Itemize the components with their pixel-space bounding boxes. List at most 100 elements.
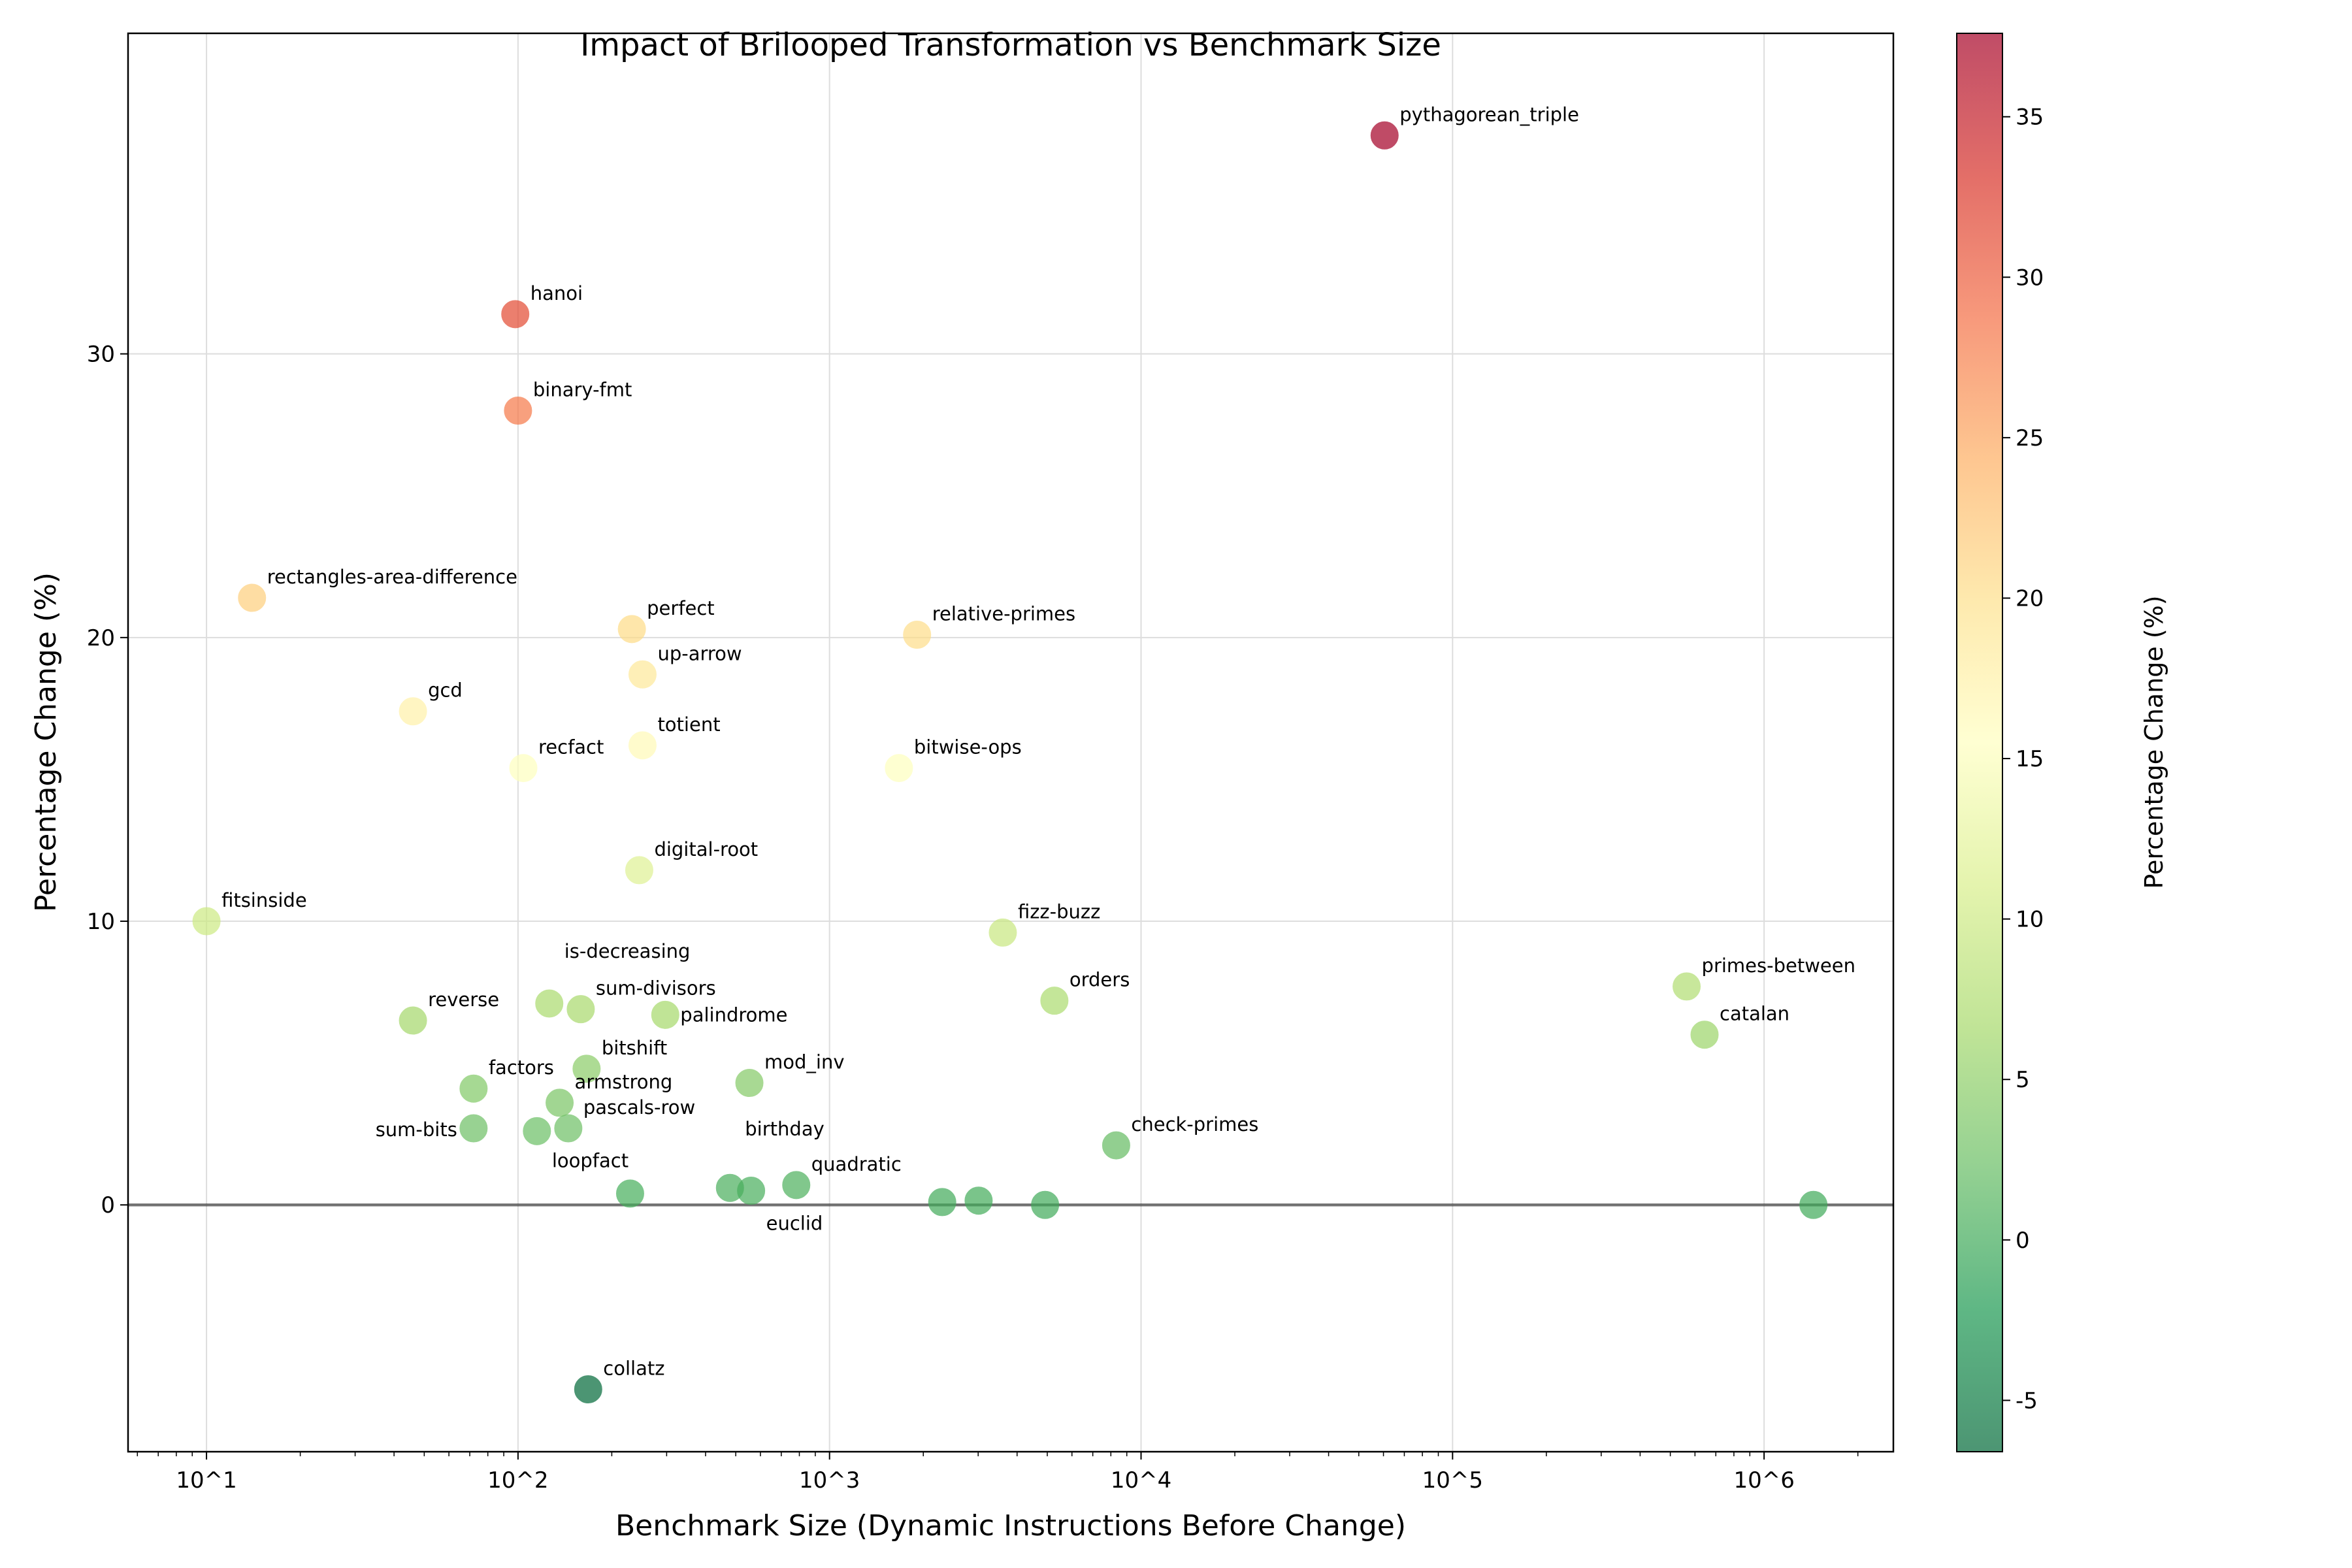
chart-title: Impact of Brilooped Transformation vs Be… [580,27,1441,63]
point-label: loopfact [552,1149,629,1171]
point-label: check-primes [1131,1113,1258,1135]
x-tick-label: 10^4 [1111,1467,1171,1494]
colorbar-label: Percentage Change (%) [2140,595,2168,889]
point-label: sum-divisors [596,977,716,1000]
colorbar-tick-label: 0 [2016,1228,2030,1254]
data-point [617,615,646,644]
data-point [1370,121,1399,150]
point-label: bitshift [602,1037,667,1059]
point-label: gcd [428,679,463,702]
y-tick-label: 0 [101,1192,115,1218]
point-label: collatz [603,1357,664,1379]
y-axis-ticks: 0 10 20 30 [87,342,128,1218]
point-label: pythagorean_triple [1399,103,1579,125]
data-point [192,907,221,936]
colorbar-tick-label: 20 [2016,585,2044,612]
data-point [572,1054,601,1083]
data-point [988,918,1017,947]
point-label: digital-root [654,838,758,860]
colorbar-tick-label: 5 [2016,1067,2030,1093]
point-label: binary-fmt [533,378,632,400]
point-label: palindrome [680,1004,787,1026]
data-point [628,660,657,689]
data-point [628,731,657,760]
data-point [566,995,595,1024]
y-tick-label: 20 [87,625,115,651]
data-point [509,754,538,783]
colorbar-tick-label: -5 [2016,1388,2038,1414]
data-point [1040,987,1069,1015]
point-label: rectangles-area-difference [267,566,517,588]
point-label: perfect [647,597,715,619]
data-point [238,583,267,612]
point-label: bitwise-ops [914,736,1022,759]
point-label: factors [489,1056,554,1079]
point-label: relative-primes [932,603,1075,625]
point-label: orders [1070,969,1130,991]
colorbar-tick-label: 30 [2016,265,2044,291]
data-point [651,1000,679,1029]
data-point [546,1088,574,1117]
point-label: pascals-row [583,1096,695,1119]
colorbar-ticks: -5 0 5 10 15 20 25 30 35 [2002,105,2044,1414]
data-point [885,754,913,783]
point-label: primes-between [1702,955,1855,977]
point-label: euclid [766,1213,823,1235]
data-point [399,697,427,726]
data-point [459,1114,488,1143]
data-point [1031,1190,1060,1219]
x-tick-label: 10^3 [799,1467,860,1494]
colorbar-frame [1956,33,2003,1452]
data-point [903,621,932,649]
data-point [523,1117,551,1145]
point-label: armstrong [575,1071,673,1093]
point-label: sum-bits [376,1119,457,1141]
x-tick-label: 10^5 [1422,1467,1483,1494]
point-label: is-decreasing [564,940,691,962]
x-tick-label: 10^2 [487,1467,548,1494]
y-tick-label: 10 [87,909,115,935]
colorbar-tick-label: 25 [2016,425,2044,451]
data-point [964,1186,993,1215]
colorbar-tick-label: 15 [2016,746,2044,772]
x-axis-ticks: 10^1 10^2 10^3 10^4 10^5 10^6 [137,1452,1859,1494]
point-label: reverse [428,988,499,1011]
y-axis-label: Percentage Change (%) [29,572,63,912]
data-point [1690,1021,1719,1049]
data-point [504,396,532,425]
data-point [1799,1190,1828,1219]
data-point [928,1188,956,1217]
data-point [737,1177,766,1205]
data-point [501,300,530,329]
plot-frame [127,32,1895,1453]
data-point [615,1179,644,1208]
data-point [1673,972,1701,1001]
y-tick-label: 30 [87,342,115,368]
x-tick-label: 10^6 [1733,1467,1794,1494]
data-point [625,856,653,885]
data-point [1102,1131,1130,1160]
colorbar-tick-label: 35 [2016,105,2044,131]
colorbar-tick-label: 10 [2016,907,2044,933]
data-point [535,989,564,1018]
point-label: up-arrow [657,642,742,664]
point-label: birthday [745,1118,824,1140]
data-points [192,121,1828,1403]
data-point [735,1069,764,1098]
data-point [574,1375,602,1403]
point-label: catalan [1720,1003,1789,1025]
point-label: fizz-buzz [1018,900,1100,923]
data-point [782,1171,811,1200]
colorbar [1957,33,2002,1452]
data-point [459,1074,488,1103]
point-label: recfact [538,736,604,759]
point-label: totient [657,713,720,736]
point-label: hanoi [531,282,583,304]
point-label: fitsinside [221,889,307,911]
point-label: quadratic [811,1153,902,1175]
data-point [399,1006,427,1035]
data-point [554,1114,583,1143]
point-label: mod_inv [764,1051,845,1073]
